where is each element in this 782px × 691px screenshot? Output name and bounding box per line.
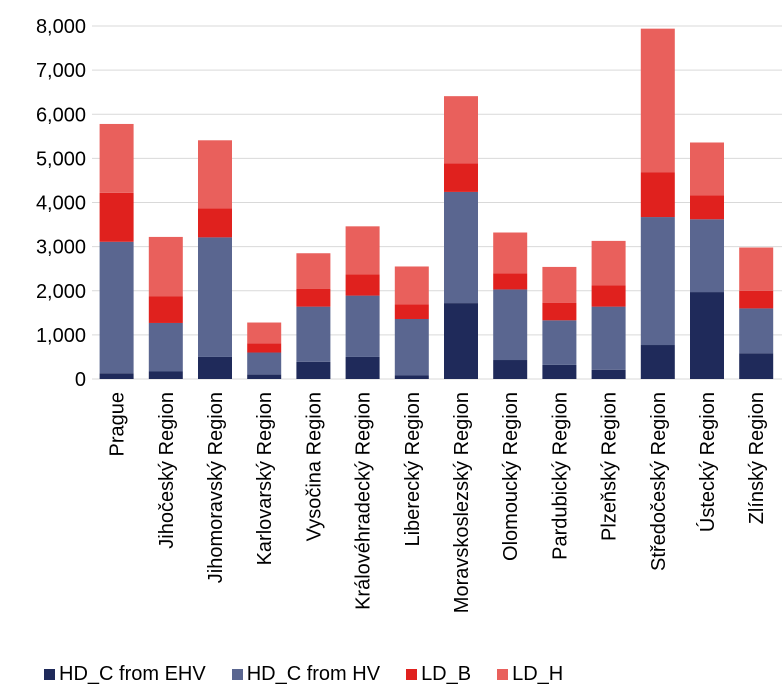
bar-segment: [640, 345, 675, 379]
bar-segment: [296, 253, 331, 289]
bar-segment: [690, 292, 724, 379]
x-tick-label: Moravskoslezský Region: [451, 392, 473, 613]
y-tick-label: 3,000: [36, 237, 86, 259]
bar-segment: [690, 219, 724, 293]
bar-segment: [591, 240, 626, 286]
bar-segment: [493, 360, 528, 379]
legend-swatch: [497, 668, 509, 680]
bar-segment: [345, 226, 380, 275]
legend: HD_C from EHV HD_C from HV LD_B LD_H: [44, 663, 589, 685]
bar-segment: [148, 296, 183, 323]
bar-segment: [148, 371, 183, 379]
bar-segment: [296, 306, 331, 362]
x-tick-label: Prague: [107, 392, 129, 457]
bar-segment: [542, 302, 577, 321]
bar-segment: [591, 306, 626, 370]
bar-segment: [444, 191, 478, 304]
bar-segment: [493, 273, 528, 290]
bar-segment: [99, 373, 134, 379]
y-axis-ticks: 0 1,000 2,000 3,000 4,000 5,000 6,000 7,000 8,00…: [36, 16, 86, 391]
bar-segment: [542, 364, 577, 379]
y-tick-label: 1,000: [36, 325, 86, 347]
bar-segment: [591, 369, 626, 379]
bar-segment: [148, 322, 183, 372]
x-tick-label: Jihomoravský Region: [205, 392, 227, 583]
legend-item: HD_C from EHV: [44, 663, 206, 686]
legend-item: LD_B: [406, 663, 471, 686]
bar-segment: [345, 295, 380, 357]
bar-segment: [99, 241, 134, 374]
bar-segment: [542, 320, 577, 365]
x-tick-label: Vysočina Region: [303, 392, 325, 541]
x-tick-label: Středočeský Region: [648, 392, 670, 571]
x-axis-ticks: Prague Jihočeský Region Jihomoravský Regio…: [107, 392, 769, 613]
x-tick-label: Královéhradecký Region: [353, 392, 375, 610]
y-tick-label: 7,000: [36, 60, 86, 82]
y-tick-label: 8,000: [36, 16, 86, 38]
y-tick-label: 4,000: [36, 193, 86, 215]
bar-segment: [640, 172, 675, 218]
bar-segment: [99, 123, 134, 193]
bar-segment: [345, 356, 380, 379]
bar-segment: [493, 289, 528, 361]
bar-segment: [394, 266, 429, 305]
legend-item: LD_H: [497, 663, 563, 686]
bar-segment: [296, 288, 331, 307]
x-tick-label: Plzeňský Region: [599, 392, 621, 541]
bar-segment: [542, 266, 577, 303]
gridlines: [92, 25, 782, 380]
bar-segment: [345, 274, 380, 296]
bar-segment: [99, 192, 134, 242]
bar-segment: [739, 308, 774, 354]
bar-segment: [247, 343, 282, 353]
bar-segment: [444, 163, 478, 192]
y-tick-label: 5,000: [36, 148, 86, 170]
legend-label: LD_H: [512, 662, 564, 685]
legend-swatch: [406, 668, 418, 680]
x-tick-label: Olomoucký Region: [500, 392, 522, 561]
y-tick-label: 6,000: [36, 104, 86, 126]
y-tick-label: 2,000: [36, 281, 86, 303]
legend-swatch: [231, 668, 243, 680]
x-tick-label: Zlínský Region: [746, 392, 768, 524]
bar-segment: [444, 96, 478, 164]
bar-segment: [394, 304, 429, 319]
x-tick-label: Ústecký Region: [696, 392, 719, 532]
bar-segment: [640, 217, 675, 346]
bar-segment: [640, 28, 675, 173]
bar-segment: [493, 232, 528, 274]
bar-segment: [444, 303, 478, 379]
bar-segment: [394, 318, 429, 376]
bar-segment: [296, 361, 331, 379]
bars: [99, 28, 774, 379]
bar-segment: [739, 290, 774, 309]
bar-segment: [591, 285, 626, 307]
legend-label: HD_C from HV: [246, 662, 381, 685]
bar-segment: [394, 375, 429, 379]
bar-segment: [198, 237, 232, 357]
legend-label: LD_B: [421, 662, 472, 685]
x-tick-label: Jihočeský Region: [156, 392, 178, 549]
bar-segment: [739, 247, 774, 291]
bar-segment: [690, 142, 724, 196]
bar-segment: [198, 140, 232, 209]
bar-segment: [739, 353, 774, 379]
legend-item: HD_C from HV: [231, 662, 381, 686]
bar-segment: [690, 195, 724, 220]
legend-label: HD_C from EHV: [59, 662, 206, 685]
bar-segment: [198, 356, 232, 379]
x-tick-label: Pardubický Region: [549, 392, 571, 560]
legend-swatch: [44, 668, 55, 680]
bar-segment: [148, 236, 183, 297]
x-tick-label: Liberecký Region: [402, 392, 424, 547]
bar-segment: [198, 208, 232, 238]
y-tick-label: 0: [75, 369, 86, 391]
bar-segment: [247, 352, 282, 375]
bar-segment: [247, 322, 282, 344]
x-tick-label: Karlovarský Region: [254, 392, 276, 565]
bar-segment: [247, 374, 282, 379]
